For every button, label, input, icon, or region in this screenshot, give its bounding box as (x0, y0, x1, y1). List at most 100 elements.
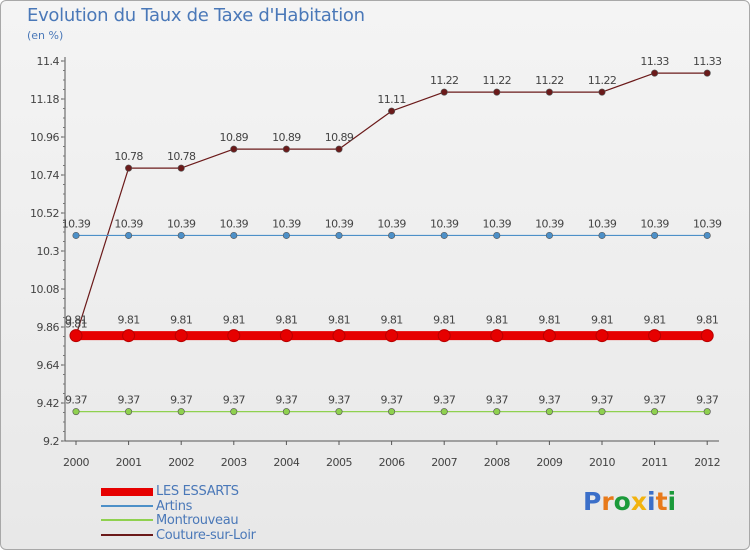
data-point-couture-sur-loir-2005 (335, 145, 343, 153)
data-label-couture-sur-loir-2008: 11.22 (483, 74, 512, 87)
data-point-artins-2004 (282, 231, 290, 239)
data-label-les-essarts-2009: 9.81 (538, 314, 560, 327)
x-tick-label-2012: 2012 (694, 456, 720, 469)
data-point-artins-2010 (598, 231, 606, 239)
data-point-les-essarts-2009 (542, 329, 556, 343)
data-point-montrouveau-2006 (388, 408, 396, 416)
data-point-artins-2011 (651, 231, 659, 239)
data-label-montrouveau-2012: 9.37 (696, 394, 719, 407)
y-tick-label-1: 9.42 (37, 397, 60, 410)
data-label-montrouveau-2001: 9.37 (118, 394, 141, 407)
data-label-les-essarts-2003: 9.81 (223, 314, 245, 327)
data-point-les-essarts-2002 (174, 329, 188, 343)
y-tick-label-4: 10.08 (30, 283, 59, 296)
data-point-montrouveau-2003 (230, 408, 238, 416)
x-tick-label-2007: 2007 (431, 456, 457, 469)
data-label-artins-2005: 10.39 (325, 217, 354, 230)
data-point-montrouveau-2010 (598, 408, 606, 416)
data-label-les-essarts-2010: 9.81 (591, 314, 613, 327)
data-point-les-essarts-2005 (332, 329, 346, 343)
x-tick-label-2004: 2004 (273, 456, 299, 469)
data-label-couture-sur-loir-2009: 11.22 (535, 74, 564, 87)
data-label-montrouveau-2011: 9.37 (644, 394, 667, 407)
data-point-les-essarts-2008 (490, 329, 504, 343)
data-label-montrouveau-2000: 9.37 (65, 394, 88, 407)
data-label-montrouveau-2003: 9.37 (223, 394, 246, 407)
legend-swatch-couture-sur-loir (101, 533, 153, 536)
logo-letter: o (613, 487, 631, 516)
legend-swatch-artins (101, 504, 153, 507)
data-label-montrouveau-2002: 9.37 (170, 394, 193, 407)
data-point-montrouveau-2000 (72, 408, 80, 416)
legend-label-couture-sur-loir: Couture-sur-Loir (156, 527, 256, 543)
data-point-montrouveau-2009 (545, 408, 553, 416)
data-point-couture-sur-loir-2009 (545, 88, 553, 96)
data-point-les-essarts-2011 (648, 329, 662, 343)
chart-series (69, 69, 714, 416)
data-point-couture-sur-loir-2012 (703, 69, 711, 77)
data-point-les-essarts-2004 (279, 329, 293, 343)
data-label-les-essarts-2011: 9.81 (644, 314, 666, 327)
logo-letter: i (667, 487, 677, 516)
data-point-montrouveau-2004 (282, 408, 290, 416)
data-label-artins-2003: 10.39 (220, 217, 249, 230)
x-tick-label-2009: 2009 (536, 456, 562, 469)
data-point-couture-sur-loir-2004 (282, 145, 290, 153)
data-point-les-essarts-2010 (595, 329, 609, 343)
data-label-artins-2001: 10.39 (114, 217, 143, 230)
data-label-couture-sur-loir-2003: 10.89 (220, 131, 249, 144)
data-label-artins-2008: 10.39 (483, 217, 512, 230)
data-label-les-essarts-2001: 9.81 (118, 314, 140, 327)
y-tick-label-6: 10.52 (30, 207, 59, 220)
data-point-couture-sur-loir-2008 (493, 88, 501, 96)
data-point-artins-2006 (388, 231, 396, 239)
legend-swatch-les-essarts (101, 488, 153, 496)
x-tick-label-2010: 2010 (589, 456, 615, 469)
y-tick-label-3: 9.86 (37, 321, 60, 334)
data-label-couture-sur-loir-2006: 11.11 (377, 93, 406, 106)
x-tick-label-2003: 2003 (221, 456, 247, 469)
data-label-couture-sur-loir-2001: 10.78 (114, 150, 143, 163)
logo-letter: r (601, 487, 614, 516)
data-label-montrouveau-2009: 9.37 (538, 394, 561, 407)
data-label-artins-2002: 10.39 (167, 217, 196, 230)
data-label-couture-sur-loir-2005: 10.89 (325, 131, 354, 144)
data-label-couture-sur-loir-2004: 10.89 (272, 131, 301, 144)
data-label-les-essarts-2008: 9.81 (486, 314, 508, 327)
data-label-couture-sur-loir-2011: 11.33 (640, 55, 669, 68)
data-label-les-essarts-2005: 9.81 (328, 314, 350, 327)
data-label-les-essarts-2004: 9.81 (275, 314, 297, 327)
logo-letter: i (647, 487, 656, 516)
data-label-montrouveau-2010: 9.37 (591, 394, 614, 407)
data-label-artins-2011: 10.39 (640, 217, 669, 230)
data-point-couture-sur-loir-2010 (598, 88, 606, 96)
data-label-les-essarts-2002: 9.81 (170, 314, 192, 327)
data-point-artins-2000 (72, 231, 80, 239)
data-label-artins-2006: 10.39 (377, 217, 406, 230)
x-tick-label-2006: 2006 (379, 456, 405, 469)
data-label-montrouveau-2005: 9.37 (328, 394, 351, 407)
data-point-les-essarts-2003 (227, 329, 241, 343)
data-point-montrouveau-2011 (651, 408, 659, 416)
y-tick-label-7: 10.74 (30, 169, 59, 182)
legend-label-artins: Artins (156, 498, 193, 514)
data-point-couture-sur-loir-2003 (230, 145, 238, 153)
data-label-les-essarts-2000: 9.81 (65, 314, 87, 327)
x-tick-label-2008: 2008 (484, 456, 510, 469)
data-point-artins-2012 (703, 231, 711, 239)
data-point-couture-sur-loir-2011 (651, 69, 659, 77)
proxiti-logo: Proxiti (583, 487, 676, 516)
data-point-montrouveau-2007 (440, 408, 448, 416)
y-tick-label-0: 9.2 (43, 435, 59, 448)
data-point-artins-2007 (440, 231, 448, 239)
chart-axes: 9.2 9.42 9.64 9.86 10.08 10.3 10.52 10.74 10.96 1… (30, 55, 721, 469)
data-point-couture-sur-loir-2001 (125, 164, 133, 172)
data-label-artins-2004: 10.39 (272, 217, 301, 230)
x-tick-label-2005: 2005 (326, 456, 352, 469)
logo-letter: P (583, 487, 602, 516)
y-tick-label-8: 10.96 (30, 131, 59, 144)
data-label-les-essarts-2007: 9.81 (433, 314, 455, 327)
data-label-montrouveau-2006: 9.37 (381, 394, 404, 407)
